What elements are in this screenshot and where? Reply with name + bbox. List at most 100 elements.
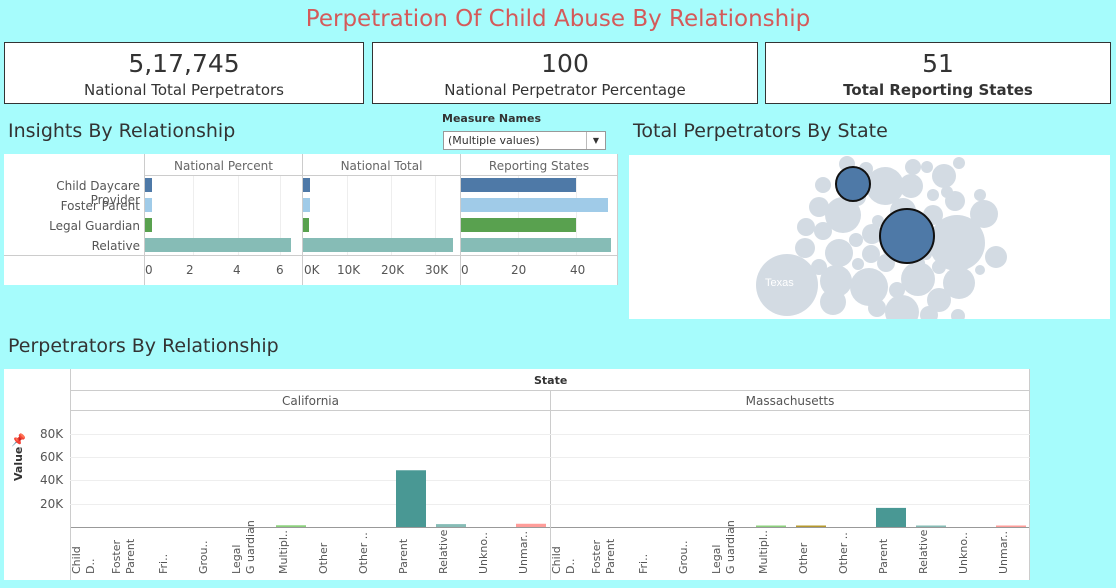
x-category-label: Relative	[437, 529, 450, 574]
bubble-state[interactable]	[862, 224, 882, 244]
x-category-label: Foster	[110, 540, 123, 574]
bubble-state[interactable]	[932, 164, 956, 188]
bubble-state[interactable]	[974, 189, 986, 201]
x-category-label: G uardian	[244, 520, 257, 574]
national-percent-bar[interactable]	[145, 198, 152, 212]
relationship-bar[interactable]	[876, 507, 906, 527]
tick-label: 0	[461, 263, 469, 277]
bubble-state[interactable]	[820, 289, 846, 315]
column-national-total: National Total	[340, 159, 423, 173]
bubble-state[interactable]	[932, 260, 946, 274]
reporting-states-bar[interactable]	[461, 218, 577, 232]
bubble-state[interactable]	[868, 299, 886, 317]
bubble-state[interactable]	[885, 295, 919, 329]
reporting-states-bar[interactable]	[461, 178, 577, 192]
bubble-state[interactable]	[905, 159, 921, 175]
bubble-state[interactable]	[797, 218, 815, 236]
relationship-bar[interactable]	[996, 525, 1026, 528]
chevron-down-icon[interactable]: ▼	[586, 132, 605, 149]
national-total-bar[interactable]	[303, 178, 311, 192]
national-percent-bar[interactable]	[145, 238, 291, 252]
reporting-states-bar[interactable]	[461, 198, 609, 212]
bubble-state[interactable]	[866, 167, 904, 205]
measure-names-dropdown[interactable]: (Multiple values) ▼	[443, 131, 606, 150]
x-category-label: Grou..	[197, 541, 210, 575]
kpi-label: National Total Perpetrators	[83, 81, 284, 99]
x-category-label: Other ..	[837, 532, 850, 574]
national-total-bar[interactable]	[303, 218, 309, 232]
bubble-state[interactable]	[941, 186, 953, 198]
kpi-total-perpetrators: 5,17,745 National Total Perpetrators	[4, 42, 364, 104]
bubble-highlighted-state[interactable]	[879, 208, 935, 264]
x-category-label: Other	[797, 542, 810, 574]
bubble-state[interactable]	[899, 174, 923, 198]
bubble-state[interactable]	[789, 257, 807, 275]
x-category-label: Unmar..	[517, 531, 530, 574]
tick-label: 20K	[381, 263, 405, 277]
kpi-value: 5,17,745	[128, 49, 240, 78]
relationship-chart-panel: State California Massachusetts Value 📌 8…	[4, 369, 1030, 580]
bubble-state[interactable]	[921, 161, 933, 173]
bubble-state[interactable]	[795, 238, 815, 258]
relationship-bar[interactable]	[756, 525, 786, 528]
bubble-state[interactable]	[953, 239, 965, 251]
bubble-state[interactable]	[872, 215, 884, 227]
bubble-state[interactable]	[825, 197, 861, 233]
tick-label: 30K	[425, 263, 449, 277]
bubble-highlighted-state[interactable]	[835, 166, 871, 202]
relationship-bar[interactable]	[796, 525, 826, 528]
bubble-state[interactable]	[901, 262, 935, 296]
kpi-value: 51	[922, 49, 954, 78]
relationship-bar[interactable]	[516, 523, 546, 527]
national-percent-bar[interactable]	[145, 178, 152, 192]
measure-names-value: (Multiple values)	[448, 134, 540, 147]
bubble-state[interactable]	[943, 267, 975, 299]
bubble-state[interactable]	[975, 265, 985, 275]
x-category-label: Child	[70, 546, 83, 574]
dashboard-title: Perpetration Of Child Abuse By Relations…	[305, 6, 811, 32]
insights-panel: National Percent National Total Reportin…	[4, 154, 618, 285]
bubble-state[interactable]	[820, 265, 852, 297]
measure-names-label: Measure Names	[442, 112, 542, 125]
national-total-bar[interactable]	[303, 198, 310, 212]
row-label: Relative	[91, 239, 140, 253]
tick-label: 20	[511, 263, 527, 277]
pin-icon[interactable]: 📌	[11, 433, 26, 447]
row-label: Legal Guardian	[49, 219, 140, 233]
national-total-bar[interactable]	[303, 238, 453, 252]
bubble-state[interactable]	[849, 233, 863, 247]
national-percent-bar[interactable]	[145, 218, 152, 232]
y-tick: 80K	[40, 427, 64, 441]
x-category-label: Fri..	[157, 554, 170, 574]
bubble-state[interactable]	[953, 157, 965, 169]
row-label: Foster Parent	[60, 199, 140, 213]
relationship-bar[interactable]	[916, 525, 946, 528]
bubble-state[interactable]	[809, 197, 829, 217]
relationship-bar[interactable]	[436, 524, 466, 527]
relationship-bar[interactable]	[396, 470, 426, 527]
bubble-state[interactable]	[850, 268, 888, 306]
x-category-label: Legal	[710, 545, 723, 574]
bubble-state[interactable]	[814, 222, 832, 240]
bubble-state[interactable]	[815, 177, 831, 193]
panel-header-california: California	[282, 394, 339, 408]
bubble-state[interactable]	[927, 288, 951, 312]
bubble-state[interactable]	[985, 246, 1007, 268]
state-bubble-chart: Texas	[756, 156, 1007, 329]
x-category-label: Multipl..	[277, 530, 290, 574]
bubble-state[interactable]	[862, 245, 880, 263]
bubble-state[interactable]	[951, 309, 965, 323]
reporting-states-bar[interactable]	[461, 238, 611, 252]
relationship-bar[interactable]	[276, 525, 306, 527]
x-category-label: Child	[550, 546, 563, 574]
bubble-state[interactable]	[970, 200, 998, 228]
bubble-state[interactable]	[889, 282, 905, 298]
bubble-state[interactable]	[927, 189, 939, 201]
x-category-label: Unkno..	[477, 532, 490, 574]
bubble-state[interactable]	[811, 259, 827, 275]
tick-label: 4	[233, 263, 241, 277]
bubble-state[interactable]	[852, 258, 864, 270]
bubble-state[interactable]	[825, 239, 853, 267]
x-category-label: Other	[317, 542, 330, 574]
tick-label: 2	[186, 263, 194, 277]
